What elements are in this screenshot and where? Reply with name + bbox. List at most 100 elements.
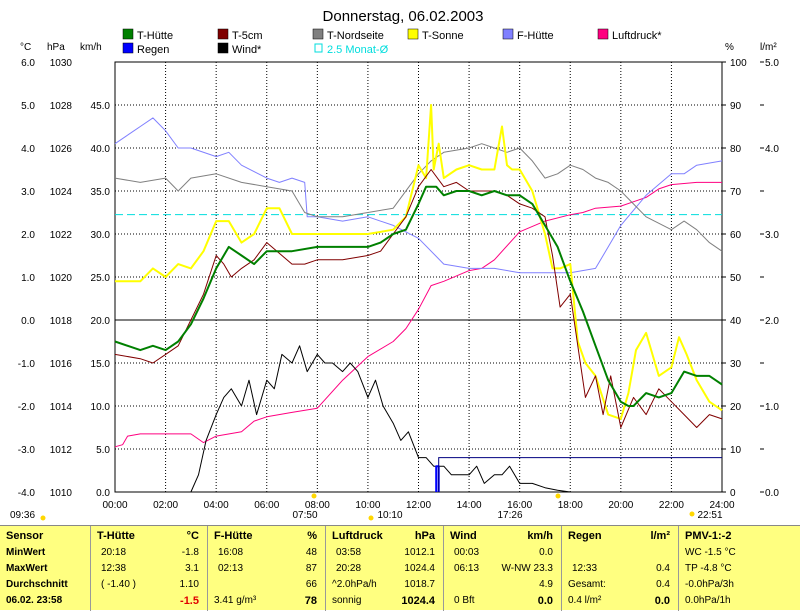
tick-label-rain: 5.0 <box>765 58 779 69</box>
tick-label-celsius: 5.0 <box>21 101 35 112</box>
tick-label-time: 24:00 <box>709 500 734 511</box>
tick-label-time: 22:00 <box>659 500 684 511</box>
tick-label-time: 20:00 <box>608 500 633 511</box>
stats-time: 20:18 <box>101 547 127 558</box>
stats-value: 4.9 <box>539 579 553 590</box>
chart-series <box>114 104 723 493</box>
tick-label-rain: 0.0 <box>765 488 779 499</box>
tick-label-rain: 1.0 <box>765 402 779 413</box>
stats-time: 00:03 <box>454 547 480 558</box>
series-f-h-tte <box>114 117 723 274</box>
legend-label: Wind* <box>232 44 262 56</box>
tick-label-kmh: 20.0 <box>91 316 111 327</box>
stats-value: 3.1 <box>185 563 199 574</box>
tick-label-hpa: 1020 <box>50 273 73 284</box>
stats-header: F-Hütte <box>214 530 253 542</box>
tick-label-percent: 70 <box>730 187 742 198</box>
legend: T-Hütte T-5cm T-Nordseite T-Sonne F-Hütte Luf… <box>122 28 662 56</box>
tick-label-celsius: 0.0 <box>21 316 35 327</box>
tick-label-time: 08:00 <box>305 500 330 511</box>
series-t-5cm <box>114 169 723 428</box>
weather-chart: Donnerstag, 06.02.2003 T-Hütte T-5cm T-Nor… <box>10 8 779 521</box>
tick-label-percent: 60 <box>730 230 742 241</box>
axis-unit-hpa: hPa <box>47 42 65 53</box>
stats-time: 20:28 <box>336 563 362 574</box>
tick-label-celsius: -1.0 <box>18 359 36 370</box>
tick-label-time: 18:00 <box>558 500 583 511</box>
tick-label-kmh: 15.0 <box>91 359 111 370</box>
tick-label-hpa: 1030 <box>50 58 73 69</box>
stats-time: 02:13 <box>218 563 244 574</box>
tick-label-rain: 3.0 <box>765 230 779 241</box>
tick-label-kmh: 0.0 <box>96 488 110 499</box>
stats-col-wind: Wind km/h 00:03 0.0 06:13 W-NW 23.3 4.9 0 B… <box>443 526 561 611</box>
stats-value: 0.4 <box>656 579 670 590</box>
tick-label-kmh: 35.0 <box>91 187 111 198</box>
stats-unit: l/m² <box>650 530 670 542</box>
stats-current-value: 0.0 <box>654 595 670 607</box>
time-marker-label: 09:36 <box>10 510 35 521</box>
stats-col-regen: Regen l/m² 12:33 0.4 Gesamt: 0.4 0.4 l/m² 0.… <box>561 526 678 611</box>
stats-daily-sum: 0.4 l/m² <box>568 595 602 606</box>
series-t-nordseite <box>114 143 723 252</box>
stats-time: 03:58 <box>336 547 362 558</box>
legend-label: T-Nordseite <box>327 30 384 42</box>
tick-label-rain: 4.0 <box>765 144 779 155</box>
chart-grid <box>114 61 723 493</box>
legend-swatch <box>312 28 324 40</box>
stats-value: 87 <box>305 563 317 574</box>
stats-time: 16:08 <box>218 547 244 558</box>
tick-label-kmh: 40.0 <box>91 144 111 155</box>
axis-unit-percent: % <box>725 42 734 53</box>
tick-label-celsius: -3.0 <box>18 445 36 456</box>
stats-value: 1024.4 <box>404 563 435 574</box>
stats-time: 3.41 g/m³ <box>214 595 257 606</box>
tick-label-percent: 30 <box>730 359 742 370</box>
stats-row-label: MaxWert <box>6 563 48 574</box>
stats-time: 12:33 <box>572 563 598 574</box>
tick-label-time: 14:00 <box>457 500 482 511</box>
tick-label-time: 12:00 <box>406 500 431 511</box>
stats-unit: km/h <box>527 530 553 542</box>
axis-unit-celsius: °C <box>20 42 31 53</box>
time-marker-dot <box>689 511 695 517</box>
axis-unit-rain: l/m² <box>760 42 777 53</box>
stats-row-label: MinWert <box>6 547 46 558</box>
tick-label-celsius: 1.0 <box>21 273 35 284</box>
tick-label-percent: 20 <box>730 402 742 413</box>
legend-swatch <box>502 28 514 40</box>
chart-title: Donnerstag, 06.02.2003 <box>323 8 484 25</box>
legend-label: T-Sonne <box>422 30 464 42</box>
stats-pmv-line: TP -4.8 °C <box>685 563 732 574</box>
tick-label-percent: 10 <box>730 445 742 456</box>
stats-trend: ^2.0hPa/h <box>332 579 377 590</box>
series-t-h-tte <box>114 185 723 407</box>
stats-unit: % <box>307 530 317 542</box>
time-marker-label: 17:26 <box>497 510 522 521</box>
tick-label-hpa: 1024 <box>50 187 73 198</box>
stats-current-value: 0.0 <box>537 595 553 607</box>
tick-label-percent: 100 <box>730 58 747 69</box>
legend-swatch <box>217 42 229 54</box>
stats-value: 0.4 <box>656 563 670 574</box>
x-axis-ticks: 00:00 02:00 04:00 06:00 08:00 10:00 12:00 14:00… <box>102 500 734 511</box>
tick-label-percent: 50 <box>730 273 742 284</box>
tick-label-rain: 2.0 <box>765 316 779 327</box>
time-marker-dot <box>368 515 374 521</box>
tick-label-hpa: 1016 <box>50 359 73 370</box>
tick-label-celsius: 4.0 <box>21 144 35 155</box>
tick-label-time: 10:00 <box>355 500 380 511</box>
time-marker-dot <box>311 493 317 499</box>
tick-label-percent: 80 <box>730 144 742 155</box>
legend-label: T-Hütte <box>137 30 173 42</box>
tick-label-hpa: 1022 <box>50 230 73 241</box>
stats-col-f-huette: F-Hütte% 16:08 48 02:13 87 66 3.41 g/m³ 78 <box>207 526 325 611</box>
stats-time: ( -1.40 ) <box>101 579 137 590</box>
tick-label-celsius: 3.0 <box>21 187 35 198</box>
legend-label: Luftdruck* <box>612 30 662 42</box>
legend-swatch <box>122 42 134 54</box>
stats-extra: W-NW 23.3 <box>501 563 554 574</box>
time-marker-label: 22:51 <box>697 510 722 521</box>
stats-unit: hPa <box>414 530 435 542</box>
stats-current-value: 1024.4 <box>401 595 435 607</box>
